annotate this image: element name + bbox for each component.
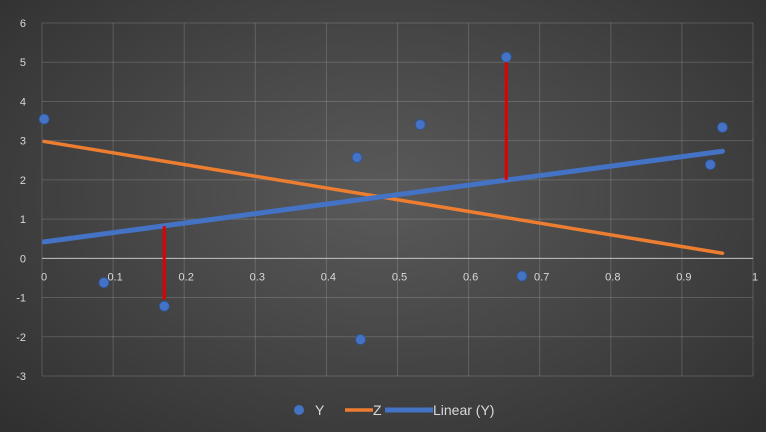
data-point-y[interactable] xyxy=(516,270,528,282)
x-tick-label: 0.4 xyxy=(321,271,336,283)
y-tick-label: 2 xyxy=(20,175,26,187)
x-tick-label: 0.8 xyxy=(605,271,620,283)
legend-marker-y xyxy=(294,405,304,415)
x-tick-label: 1 xyxy=(752,271,758,283)
data-point-y[interactable] xyxy=(704,159,716,170)
y-tick-label: 4 xyxy=(20,96,26,108)
x-tick-label: 0.9 xyxy=(676,271,691,283)
y-tick-label: 5 xyxy=(20,57,26,69)
x-tick-label: 0 xyxy=(41,271,47,283)
x-tick-label: 0.1 xyxy=(107,271,122,283)
y-tick-label: -1 xyxy=(16,293,26,305)
legend-label[interactable]: Y xyxy=(315,402,325,418)
y-tick-label: 6 xyxy=(20,18,26,30)
legend-label[interactable]: Linear (Y) xyxy=(433,402,494,418)
data-point-y[interactable] xyxy=(717,121,728,133)
legend-label[interactable]: Z xyxy=(373,402,382,418)
x-tick-label: 0.5 xyxy=(392,271,407,283)
data-point-y[interactable] xyxy=(38,113,50,125)
x-tick-label: 0.6 xyxy=(463,271,478,283)
y-tick-label: 0 xyxy=(20,253,26,265)
data-point-y[interactable] xyxy=(414,119,426,130)
data-point-y[interactable] xyxy=(355,334,366,345)
data-point-y[interactable] xyxy=(158,300,170,312)
x-tick-label: 0.7 xyxy=(534,271,549,283)
y-tick-label: -3 xyxy=(16,371,26,383)
x-tick-label: 0.3 xyxy=(250,271,265,283)
y-tick-label: -2 xyxy=(16,332,26,344)
y-tick-label: 1 xyxy=(20,214,26,226)
trendline-series-line xyxy=(41,148,725,245)
data-point-y[interactable] xyxy=(98,277,110,289)
data-point-y[interactable] xyxy=(351,152,363,163)
data-point-y[interactable] xyxy=(500,51,512,63)
x-tick-label: 0.2 xyxy=(179,271,194,283)
y-tick-label: 3 xyxy=(20,136,26,148)
